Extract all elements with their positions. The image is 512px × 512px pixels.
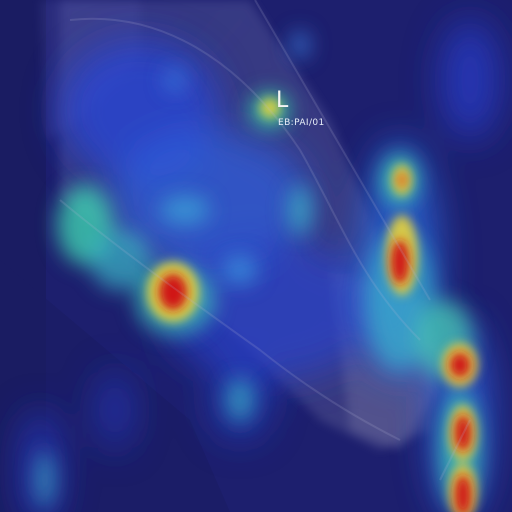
side-marker-label: L [276, 88, 289, 113]
image-code-label: EB:PAI/01 [278, 118, 325, 128]
bone-edges [59, 0, 471, 481]
